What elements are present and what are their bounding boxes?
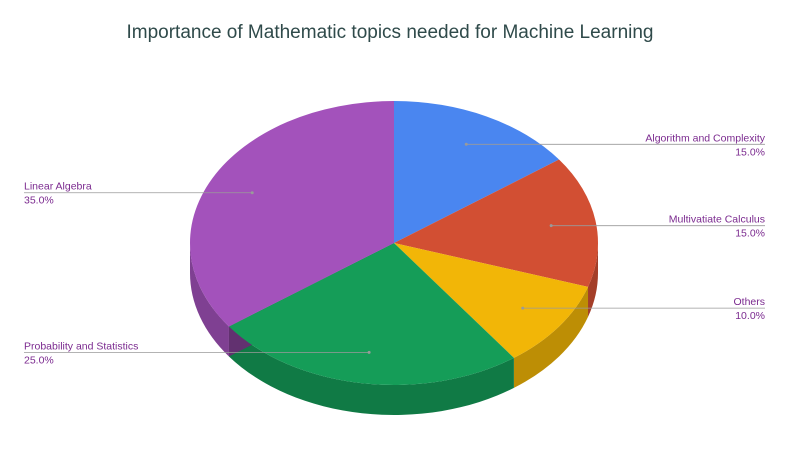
leader-dot-others — [521, 306, 525, 310]
slice-value-algorithm-and-complexity: 15.0% — [735, 146, 765, 158]
slice-label-multivatiate-calculus: Multivatiate Calculus — [669, 214, 765, 226]
slice-label-algorithm-and-complexity: Algorithm and Complexity — [645, 132, 765, 144]
slice-label-others: Others — [733, 296, 765, 308]
slice-value-linear-algebra: 35.0% — [24, 195, 54, 207]
leader-lines — [24, 142, 765, 354]
slice-label-probability-and-statistics: Probability and Statistics — [24, 340, 138, 352]
leader-dot-linear-algebra — [250, 191, 254, 195]
slice-label-linear-algebra: Linear Algebra — [24, 181, 92, 193]
slice-value-multivatiate-calculus: 15.0% — [735, 228, 765, 240]
slice-value-probability-and-statistics: 25.0% — [24, 354, 54, 366]
pie-top-layer — [189, 101, 598, 386]
slice-value-others: 10.0% — [735, 310, 765, 322]
leader-dot-multivatiate-calculus — [549, 224, 553, 228]
slice-side-others — [513, 286, 589, 388]
leader-dot-probability-and-statistics — [367, 350, 371, 354]
slice-side-multivatiate-calculus — [588, 243, 598, 317]
slice-side-probability-and-statistics — [228, 326, 514, 415]
slice-algorithm-and-complexity — [394, 101, 560, 243]
slice-labels: Algorithm and Complexity 15.0% Multivatiat… — [24, 132, 766, 366]
slice-multivatiate-calculus — [394, 159, 598, 287]
slice-others — [394, 243, 589, 358]
slice-side-linear-algebra — [190, 243, 229, 357]
leader-dot-algorithm-and-complexity — [464, 142, 468, 146]
slice-linear-algebra — [189, 101, 394, 327]
chart-title: Importance of Mathematic topics needed f… — [126, 22, 653, 43]
slice-probability-and-statistics — [228, 243, 514, 386]
